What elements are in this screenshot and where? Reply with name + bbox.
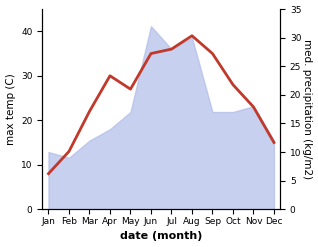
X-axis label: date (month): date (month) [120,231,203,242]
Y-axis label: max temp (C): max temp (C) [5,73,16,145]
Y-axis label: med. precipitation (kg/m2): med. precipitation (kg/m2) [302,39,313,179]
